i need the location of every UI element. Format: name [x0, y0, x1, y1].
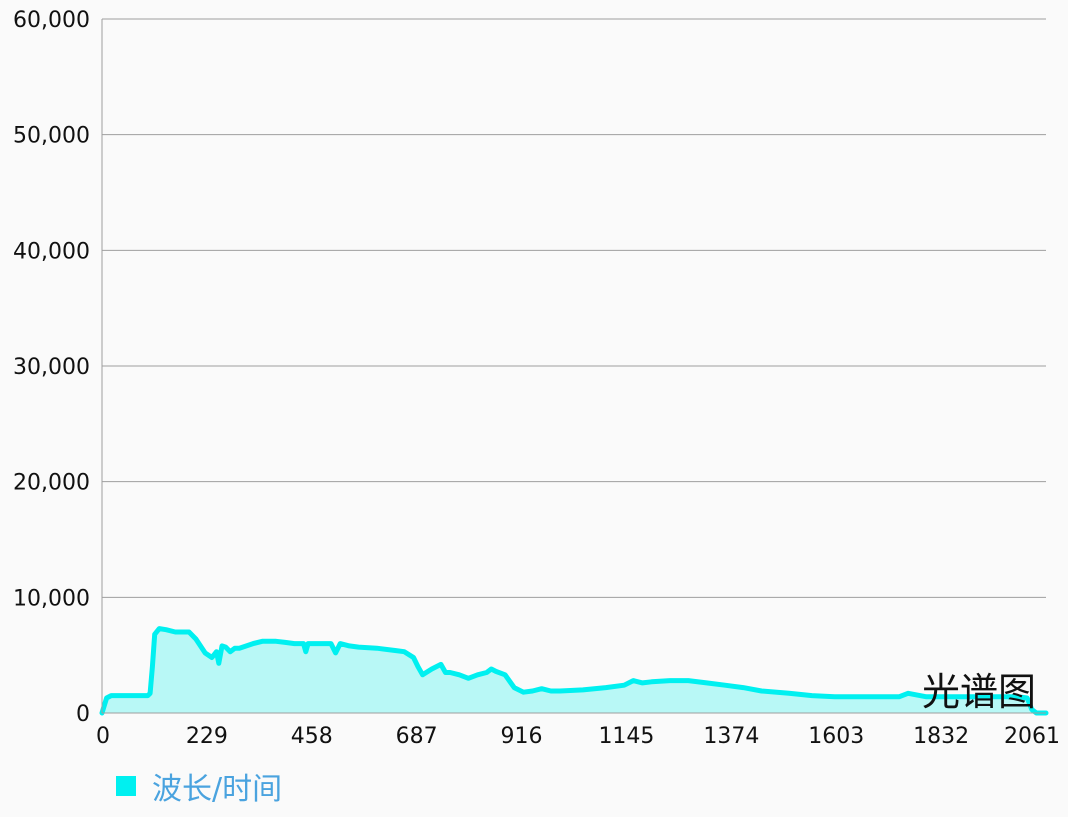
- legend-label: 波长/时间: [152, 772, 283, 807]
- chart-description: 光谱图: [922, 670, 1036, 714]
- series-area: [99, 626, 1049, 716]
- legend: 波长/时间: [116, 764, 282, 808]
- y-tick-label-6: 60,000: [13, 8, 90, 33]
- y-tick-label-4: 40,000: [13, 239, 90, 264]
- x-tick-label-7: 1603: [808, 724, 864, 749]
- series-line: [99, 626, 1049, 716]
- y-tick-label-2: 20,000: [13, 471, 90, 496]
- x-tick-label-2: 458: [291, 724, 333, 749]
- x-tick-label-5: 1145: [598, 724, 654, 749]
- x-tick-label-4: 916: [501, 724, 543, 749]
- y-tick-label-1: 10,000: [13, 586, 90, 611]
- series-fill: [102, 628, 1046, 713]
- y-tick-labels: 0 10,000 20,000 30,000 40,000 50,000 60,000: [13, 8, 90, 727]
- x-tick-label-0: 0: [96, 724, 110, 749]
- y-tick-label-5: 50,000: [13, 124, 90, 149]
- x-tick-label-3: 687: [396, 724, 438, 749]
- x-tick-label-1: 229: [186, 724, 228, 749]
- axes: [101, 19, 1046, 714]
- x-tick-labels: 0 229 458 687 916 1145 1374 1603 1832 2061: [96, 724, 1060, 749]
- grid-lines: [102, 18, 1046, 598]
- legend-swatch: [116, 776, 136, 796]
- x-tick-label-8: 1832: [913, 724, 969, 749]
- y-tick-label-3: 30,000: [13, 355, 90, 380]
- y-tick-label-0: 0: [76, 702, 90, 727]
- x-tick-label-9: 2061: [1004, 724, 1060, 749]
- x-tick-label-6: 1374: [703, 724, 759, 749]
